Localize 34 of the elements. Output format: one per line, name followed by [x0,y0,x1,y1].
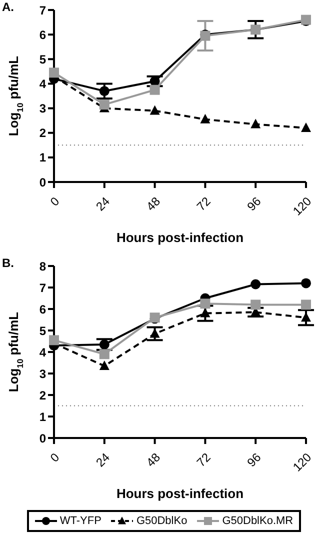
legend-label: G50DblKo [136,515,188,527]
y-tick-label: 5 [39,324,46,338]
x-tick-label: 24 [93,194,113,214]
x-axis-title: Hours post-infection [116,230,244,245]
y-tick-label: 6 [39,302,46,316]
x-axis-title: Hours post-infection [116,486,244,501]
x-tick-label: 96 [244,194,264,214]
y-tick-label: 3 [39,366,46,381]
y-tick-label: 2 [39,388,46,402]
x-tick-label: 24 [93,450,113,470]
x-tick-label: 72 [194,194,214,214]
chart-title: B. [2,256,14,270]
y-tick-label: 7 [39,280,46,295]
legend-label: G50DblKo.MR [222,515,294,527]
y-tick-label: 5 [39,52,46,66]
y-tick-label: 1 [39,410,46,424]
legend-label: WT-YFP [60,515,102,527]
y-tick-label: 0 [39,431,46,446]
y-tick-label: 3 [39,102,46,116]
y-tick-label: 7 [39,3,46,18]
y-tick-label: 4 [39,345,46,360]
y-tick-label: 8 [39,259,46,274]
x-tick-label: 96 [244,450,264,470]
x-tick-label: 120 [290,194,314,218]
x-tick-label: 48 [144,194,164,214]
chart-title: A. [2,0,14,14]
y-tick-label: 2 [39,126,46,140]
x-tick-label: 48 [144,450,164,470]
y-tick-label: 0 [39,175,46,190]
y-tick-label: 4 [39,76,46,91]
x-tick-label: 120 [290,450,314,474]
x-tick-label: 72 [194,450,214,470]
y-tick-label: 1 [39,150,46,165]
y-tick-label: 6 [39,28,46,42]
